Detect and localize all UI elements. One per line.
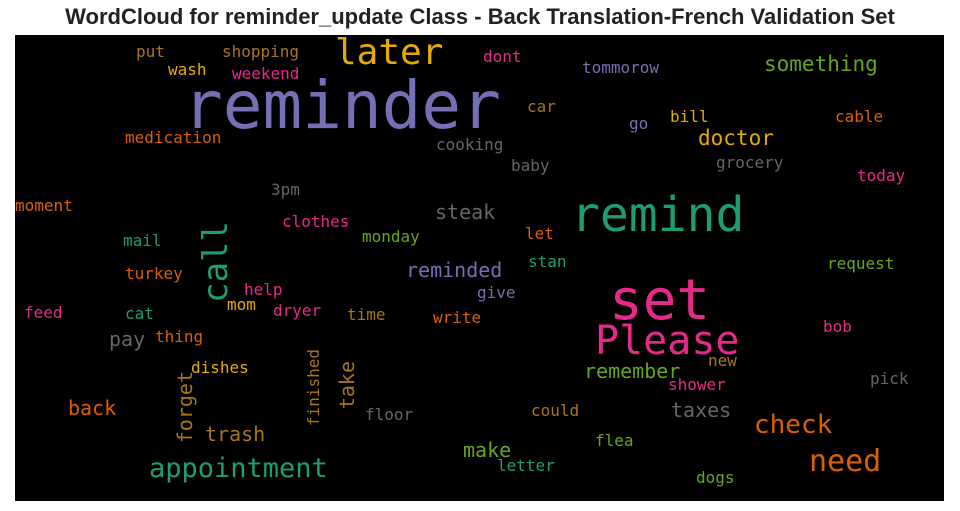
word-dryer: dryer (273, 301, 322, 320)
word-baby: baby (511, 156, 550, 175)
word-weekend: weekend (232, 64, 300, 83)
word-go: go (629, 114, 649, 133)
word-thing: thing (155, 327, 204, 346)
word-time: time (347, 305, 386, 324)
word-later: later (335, 35, 444, 73)
word-tommorow: tommorow (582, 58, 660, 77)
word-medication: medication (125, 128, 222, 147)
word-letter: letter (497, 456, 555, 475)
word-new: new (708, 351, 737, 370)
word-finished: finished (304, 349, 323, 427)
word-stan: stan (528, 252, 567, 271)
word-back: back (68, 396, 117, 420)
word-something: something (764, 52, 878, 76)
word-dogs: dogs (696, 468, 735, 487)
word-dont: dont (483, 47, 522, 66)
word-request: request (827, 254, 895, 273)
word-help: help (244, 280, 283, 299)
word-cat: cat (125, 304, 154, 323)
word-set: set (609, 268, 711, 333)
word-turkey: turkey (125, 264, 183, 283)
word-trash: trash (205, 422, 266, 446)
word-let: let (525, 224, 554, 243)
word-write: write (433, 308, 482, 327)
word-mom: mom (227, 295, 256, 314)
word-reminded: reminded (406, 258, 503, 282)
word-make: make (463, 438, 512, 462)
word-feed: feed (24, 303, 63, 322)
word-3pm: 3pm (271, 180, 300, 199)
word-dishes: dishes (191, 358, 249, 377)
word-grocery: grocery (716, 153, 784, 172)
word-steak: steak (435, 200, 496, 224)
word-car: car (527, 97, 556, 116)
word-clothes: clothes (282, 212, 350, 231)
word-bill: bill (670, 107, 709, 126)
word-pay: pay (109, 327, 146, 351)
word-wash: wash (168, 60, 207, 79)
chart-title: WordCloud for reminder_update Class - Ba… (65, 4, 895, 29)
word-taxes: taxes (671, 398, 732, 422)
word-flea: flea (595, 431, 634, 450)
word-put: put (136, 42, 165, 61)
word-appointment: appointment (149, 453, 328, 484)
word-doctor: doctor (698, 126, 774, 150)
word-mail: mail (123, 231, 162, 250)
word-need: need (809, 444, 882, 479)
word-shopping: shopping (222, 42, 300, 61)
word-check: check (754, 410, 833, 440)
word-forget: forget (173, 371, 197, 444)
word-moment: moment (15, 196, 73, 215)
word-could: could (531, 401, 580, 420)
word-cable: cable (835, 107, 884, 126)
word-take: take (335, 361, 359, 410)
word-bob: bob (823, 317, 852, 336)
word-monday: monday (362, 227, 420, 246)
word-today: today (857, 166, 906, 185)
word-shower: shower (668, 375, 726, 394)
wordcloud-canvas: reminder remind set Please later call appointm… (15, 35, 944, 501)
word-give: give (477, 283, 516, 302)
word-cooking: cooking (436, 135, 504, 154)
word-call: call (196, 221, 236, 303)
word-remind: remind (571, 187, 745, 243)
word-remember: remember (584, 359, 681, 383)
word-floor: floor (365, 405, 414, 424)
word-please: Please (595, 318, 740, 364)
word-reminder: reminder (183, 67, 501, 144)
word-pick: pick (870, 369, 909, 388)
